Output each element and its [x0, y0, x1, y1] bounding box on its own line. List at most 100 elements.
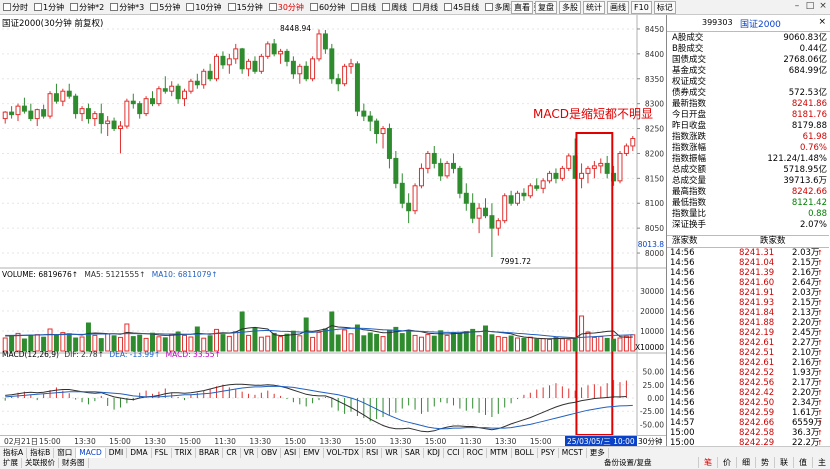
quote-tab-3[interactable]: 势: [755, 457, 774, 468]
minimize-icon[interactable]: –: [794, 1, 800, 11]
indicator-tab-12[interactable]: ASI: [281, 448, 301, 458]
period-button-1[interactable]: 1分钟: [31, 1, 67, 14]
tick-row[interactable]: 14:56 8241.91 2.03万 ↑: [667, 288, 829, 298]
volume-bar: [463, 331, 469, 352]
indicator-tab-23[interactable]: PSY: [538, 448, 559, 458]
indicator-tab-25[interactable]: 更多: [587, 448, 609, 458]
tick-row[interactable]: 15:00 8242.29 22.2万 ↑: [667, 438, 829, 448]
chart-area[interactable]: 8450 8400 8350 8300 8250 8200 8150 8100 8050 8000…: [0, 15, 666, 467]
toolbar-button-1[interactable]: 复盘: [535, 0, 557, 14]
period-button-0[interactable]: 分时: [0, 1, 31, 14]
index-name[interactable]: 国证2000: [740, 20, 781, 30]
candle-body: [85, 108, 91, 120]
tick-row[interactable]: 14:56 8242.50 2.34万 ↑: [667, 398, 829, 408]
tick-row[interactable]: 14:56 8242.59 1.61万 ↑: [667, 408, 829, 418]
indicator-tab-22[interactable]: BOLL: [512, 448, 538, 458]
tick-row[interactable]: 14:56 8242.52 1.93万 ↑: [667, 368, 829, 378]
chart-svg[interactable]: 8450 8400 8350 8300 8250 8200 8150 8100 8050 8000…: [0, 15, 666, 447]
indicator-tab-13[interactable]: EMV: [300, 448, 324, 458]
indicator-tab-11[interactable]: OBV: [258, 448, 282, 458]
toolbar-button-0[interactable]: 直看: [511, 0, 533, 14]
period-button-8[interactable]: 60分钟: [307, 1, 348, 14]
stat-row: 最高指数 8242.66: [667, 187, 827, 198]
indicator-tab-14[interactable]: VOL-TDX: [324, 448, 363, 458]
period-button-12[interactable]: 45日线: [441, 1, 482, 14]
indicator-tab-1[interactable]: 指标B: [27, 448, 55, 458]
tick-row[interactable]: 14:56 8241.04 2.15万 ↑: [667, 258, 829, 268]
candle-body: [66, 90, 72, 97]
indicator-tab-19[interactable]: CCI: [444, 448, 464, 458]
tick-time: 14:56: [670, 358, 695, 368]
period-button-9[interactable]: 日线: [348, 1, 379, 14]
cycle-label[interactable]: 30分钟: [638, 437, 663, 446]
volume-bar: [41, 336, 47, 352]
indicator-tab-5[interactable]: DMA: [127, 448, 152, 458]
indicator-tab-10[interactable]: VR: [241, 448, 259, 458]
indicator-tab-18[interactable]: KDJ: [424, 448, 444, 458]
tick-volume: 2.17万: [792, 378, 820, 388]
period-button-7[interactable]: 30分钟: [266, 1, 307, 14]
indicator-tab-17[interactable]: SAR: [402, 448, 425, 458]
tick-row[interactable]: 14:56 8242.61 2.27万 ↑: [667, 338, 829, 348]
tick-row[interactable]: 14:57 8242.66 6559万 ↑: [667, 418, 829, 428]
quote-tab-0[interactable]: 笔: [698, 457, 717, 468]
indicator-tab-24[interactable]: MCST: [559, 448, 587, 458]
extra-tab-0[interactable]: 扩展: [0, 458, 22, 468]
period-button-4[interactable]: 5分钟: [147, 1, 183, 14]
tick-row[interactable]: 15:00 8242.58 36.3万 ↑: [667, 428, 829, 438]
indicator-tab-7[interactable]: TRIX: [172, 448, 196, 458]
toolbar-button-5[interactable]: F10: [631, 0, 652, 14]
close-panel-icon[interactable]: ×: [818, 17, 826, 27]
quote-tab-5[interactable]: 值: [793, 457, 812, 468]
tick-row[interactable]: 14:56 8241.93 2.15万 ↑: [667, 298, 829, 308]
tick-row[interactable]: 14:56 8241.60 2.64万 ↑: [667, 278, 829, 288]
restore-icon[interactable]: □: [805, 1, 815, 11]
toolbar-button-3[interactable]: 统计: [583, 0, 605, 14]
tick-row[interactable]: 14:56 8241.39 2.16万 ↑: [667, 268, 829, 278]
tick-row[interactable]: 14:56 8242.51 2.10万 ↑: [667, 348, 829, 358]
period-button-3[interactable]: 分钟*3: [107, 1, 147, 14]
indicator-tab-3[interactable]: MACD: [76, 448, 106, 458]
quote-tab-6[interactable]: 主: [812, 457, 830, 468]
toolbar-button-4[interactable]: 画线: [607, 0, 629, 14]
candle-body: [239, 48, 245, 70]
indicator-tab-20[interactable]: ROC: [464, 448, 488, 458]
indicator-tab-2[interactable]: 窗口: [54, 448, 77, 458]
tick-row[interactable]: 14:56 8241.31 2.03万 ↑: [667, 248, 829, 258]
candle-body: [271, 43, 277, 55]
period-button-2[interactable]: 分钟*2: [67, 1, 107, 14]
period-button-13[interactable]: 多周期: [482, 1, 521, 14]
period-button-10[interactable]: 周线: [379, 1, 410, 14]
tick-row[interactable]: 14:56 8242.19 2.45万 ↑: [667, 328, 829, 338]
period-button-11[interactable]: 月线: [410, 1, 441, 14]
indicator-tab-21[interactable]: MTM: [487, 448, 512, 458]
quote-tab-2[interactable]: 细: [736, 457, 755, 468]
tick-row[interactable]: 14:56 8242.42 2.20万 ↑: [667, 388, 829, 398]
tick-row[interactable]: 14:56 8242.56 2.17万 ↑: [667, 378, 829, 388]
indicator-tab-15[interactable]: RSI: [363, 448, 383, 458]
indicator-tab-0[interactable]: 指标A: [0, 448, 28, 458]
volume-bar: [233, 331, 239, 352]
period-button-5[interactable]: 10分钟: [183, 1, 224, 14]
tick-volume: 22.2万: [792, 438, 820, 448]
quote-tab-4[interactable]: 联: [774, 457, 793, 468]
indicator-tab-8[interactable]: BRAR: [196, 448, 224, 458]
tick-row[interactable]: 14:56 8242.61 2.16万 ↑: [667, 358, 829, 368]
candle-body: [444, 162, 450, 177]
indicator-tab-9[interactable]: CR: [223, 448, 241, 458]
toolbar-button-2[interactable]: 多股: [559, 0, 581, 14]
toolbar-button-6[interactable]: 标记: [653, 0, 676, 14]
indicator-tab-6[interactable]: FSL: [152, 448, 172, 458]
stat-value: 572.53亿: [788, 88, 827, 98]
extra-tab-2[interactable]: 财务图: [59, 458, 89, 468]
volume-bar: [598, 336, 604, 352]
stat-value: 8241.86: [791, 99, 827, 109]
tick-row[interactable]: 14:56 8241.84 2.13万 ↑: [667, 308, 829, 318]
tick-row[interactable]: 14:56 8241.88 2.20万 ↑: [667, 318, 829, 328]
indicator-tab-4[interactable]: DMI: [106, 448, 128, 458]
quote-tab-1[interactable]: 价: [717, 457, 736, 468]
extra-tab-1[interactable]: 关联报价: [22, 458, 59, 468]
indicator-tab-16[interactable]: WR: [382, 448, 402, 458]
close-icon[interactable]: ×: [819, 1, 827, 11]
period-button-6[interactable]: 15分钟: [225, 1, 266, 14]
